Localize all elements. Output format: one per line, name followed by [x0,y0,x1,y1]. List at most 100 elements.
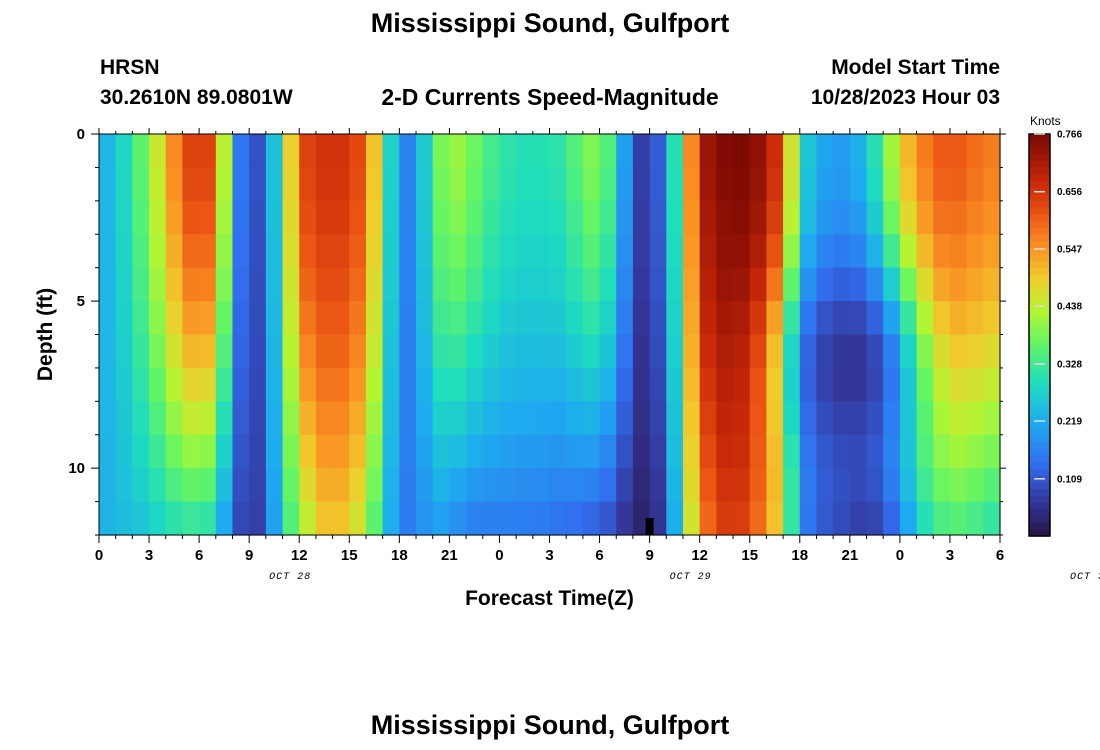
heatmap-cell [949,200,968,235]
x-tick-label: 3 [545,547,553,564]
heatmap-cell [916,334,934,369]
heatmap-cell [499,167,517,202]
heatmap-cell [632,401,651,436]
y-tick-label: 10 [68,460,85,477]
colorbar-segment [1029,502,1050,510]
heatmap-cell [182,501,200,536]
heatmap-cell [399,301,417,336]
colorbar-segment [1029,221,1050,229]
heatmap-cell [716,501,734,536]
heatmap-cell [165,367,184,402]
heatmap-cell [516,367,534,402]
heatmap-cell [165,501,184,536]
heatmap-cell [382,234,400,269]
heatmap-cell [582,134,601,169]
heatmap-cell [833,267,851,302]
heatmap-cell [966,267,984,302]
heatmap-cell [983,200,1001,235]
x-axis-label: Forecast Time(Z) [465,587,634,610]
heatmap-cell [99,434,117,469]
heatmap-cell [349,367,367,402]
colorbar-segment [1029,388,1050,396]
heatmap-cell [232,234,250,269]
heatmap-cell [499,267,517,302]
heatmap-cell [549,267,567,302]
heatmap-cell [632,200,651,235]
heatmap-cell [599,468,617,503]
heatmap-cell [299,267,317,302]
colorbar-tick-label: 0.328 [1057,359,1082,370]
heatmap-cell [883,267,901,302]
heatmap-cell [382,200,400,235]
heatmap-cell [532,234,551,269]
heatmap-cell [916,401,934,436]
x-tick-label: 21 [441,547,458,564]
heatmap-cell [616,501,634,536]
heatmap-cell [933,401,951,436]
heatmap-cell [182,367,200,402]
heatmap-cell [699,301,717,336]
heatmap-cell [182,267,200,302]
heatmap-cell [866,200,884,235]
heatmap-cell [215,134,234,169]
x-tick-label: 3 [145,547,153,564]
heatmap-cell [149,367,167,402]
heatmap-cell [149,234,167,269]
colorbar-segment [1029,214,1050,222]
heatmap-cell [783,234,801,269]
colorbar-segment [1029,261,1050,269]
heatmap-cell [315,167,334,202]
heatmap-cell [916,234,934,269]
heatmap-cell [549,434,567,469]
heatmap-cell [516,134,534,169]
colorbar-segment [1029,201,1050,209]
heatmap-cell [232,267,250,302]
heatmap-cell [416,401,434,436]
x-tick-label: 15 [741,547,758,564]
heatmap-cell [899,234,918,269]
heatmap-cell [132,167,150,202]
heatmap-cell [399,367,417,402]
colorbar-segment [1029,234,1050,242]
heatmap-cell [416,434,434,469]
heatmap-cell [632,468,651,503]
heatmap-cell [549,468,567,503]
heatmap-cell [866,434,884,469]
heatmap-cell [232,401,250,436]
heatmap-cell [382,134,400,169]
heatmap-cell [499,434,517,469]
heatmap-cell [866,367,884,402]
heatmap-cell [783,301,801,336]
heatmap-cell [215,234,234,269]
heatmap-cell [816,267,834,302]
colorbar-tick-label: 0.766 [1057,130,1082,141]
model-start-label: Model Start Time [831,56,1000,79]
heatmap-cell [799,401,818,436]
heatmap-cell [766,134,784,169]
heatmap-cell [199,200,217,235]
station-name: HRSN [100,56,160,79]
x-tick-label: 6 [595,547,603,564]
colorbar-segment [1029,154,1050,162]
heatmap-cell [833,367,851,402]
heatmap-cell [115,267,133,302]
heatmap-cell [149,401,167,436]
heatmap-cell [365,468,384,503]
heatmap-cell [899,501,918,536]
heatmap-cell [399,267,417,302]
heatmap-cell [482,134,501,169]
heatmap-cell [682,468,701,503]
heatmap-cell [349,501,367,536]
heatmap-cell [783,200,801,235]
heatmap-cell [282,468,300,503]
heatmap-cell [616,301,634,336]
heatmap-cell [349,134,367,169]
heatmap-cell [849,367,868,402]
heatmap-cell [199,401,217,436]
x-tick-label: 6 [996,547,1004,564]
heatmap-cell [349,167,367,202]
heatmap-cell [632,334,651,369]
heatmap-cell [799,134,818,169]
heatmap-cell [849,334,868,369]
heatmap-cell [432,334,450,369]
